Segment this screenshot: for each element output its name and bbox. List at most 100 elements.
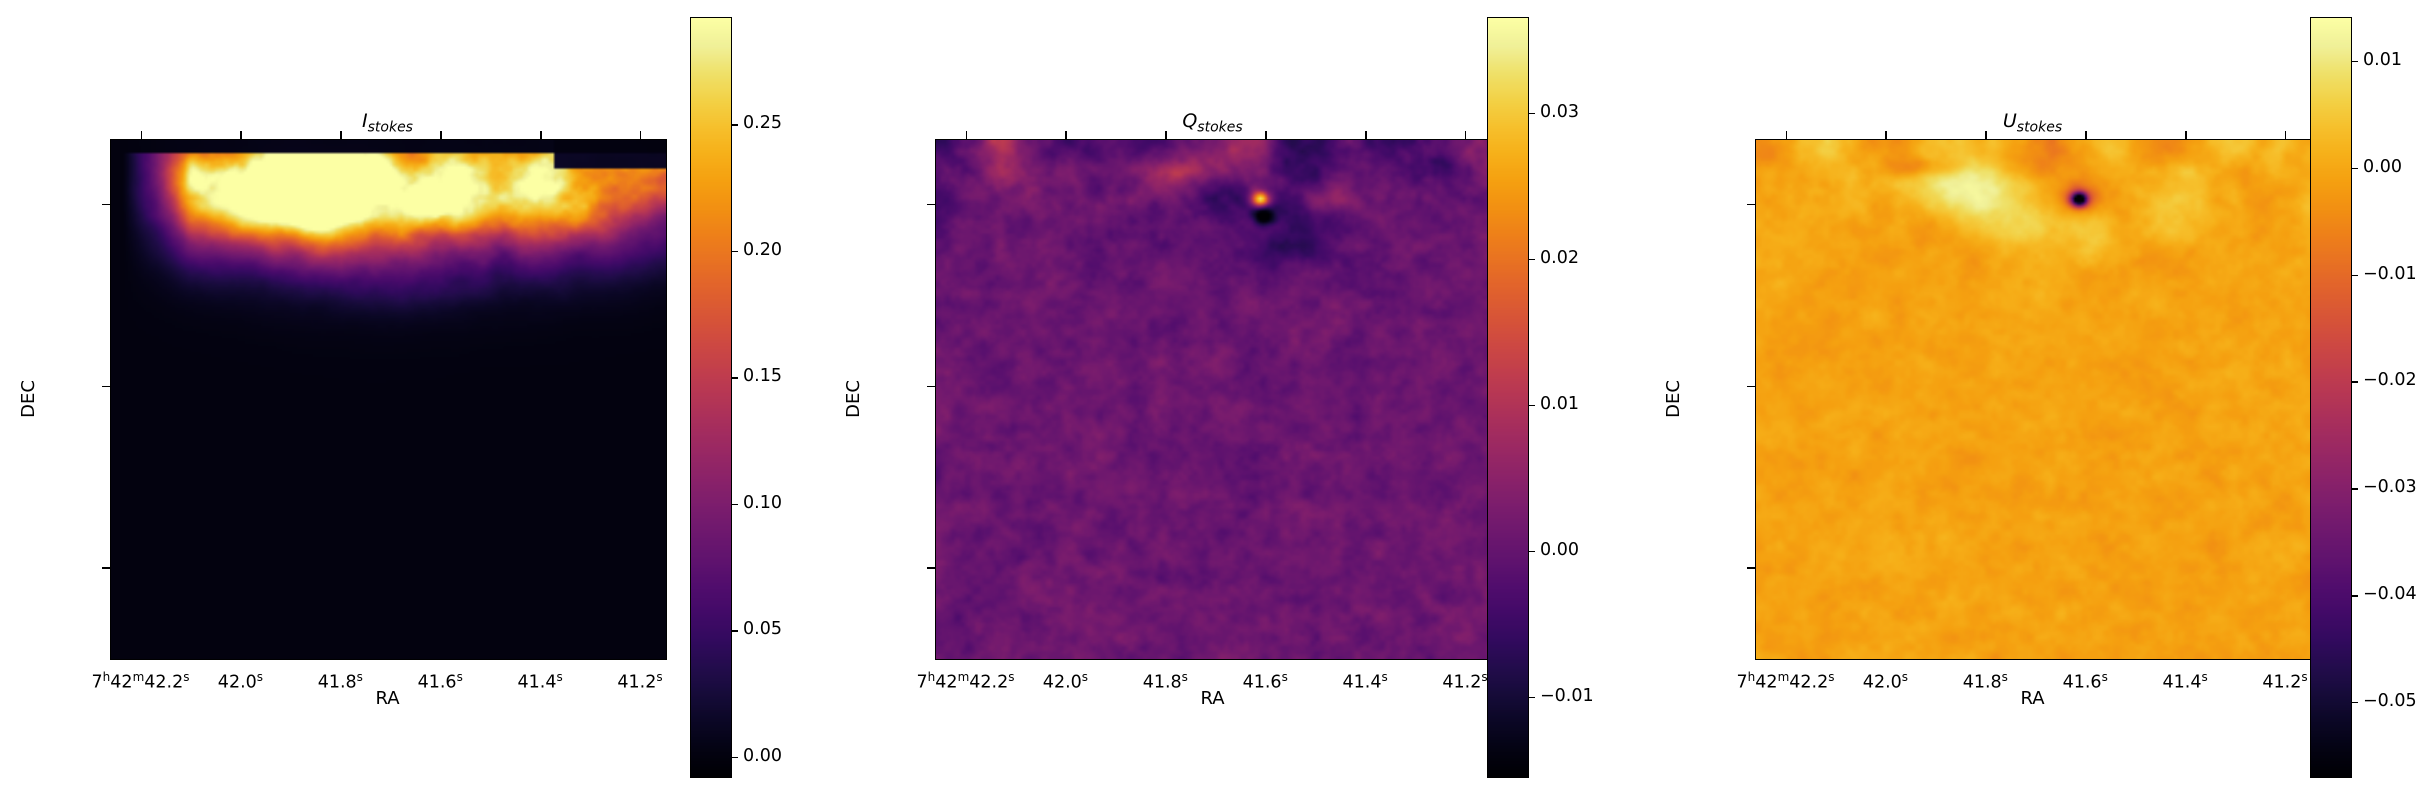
x-tick-label: 41.4s (1342, 670, 1388, 693)
x-tick (1465, 131, 1467, 139)
x-tick-label: 42.0s (1042, 670, 1089, 693)
panel-title-i: Istokes (362, 110, 413, 135)
y-tick (102, 385, 110, 387)
x-tick (1985, 131, 1987, 139)
x-tick (240, 131, 242, 139)
colorbar-tick (2351, 488, 2358, 490)
y-tick (927, 385, 935, 387)
colorbar-tick-label: 0.25 (743, 113, 782, 134)
x-tick (1265, 131, 1267, 139)
colorbar-tick (2351, 595, 2358, 597)
colorbar-tick (731, 377, 738, 379)
colorbar-tick (1528, 404, 1535, 407)
panel-title-symbol: Q (1182, 110, 1198, 132)
colorbar-tick-label: 0.20 (743, 239, 782, 260)
colorbar-tick-label: −0.04 (2363, 584, 2417, 605)
x-tick (2285, 131, 2287, 139)
colorbar-tick-label: −0.05 (2363, 691, 2417, 712)
y-tick (1747, 567, 1755, 569)
y-axis-label: DEC (1663, 379, 1684, 418)
colorbar-tick-label: −0.02 (2363, 370, 2417, 391)
colorbar-tick-label: 0.01 (2363, 49, 2402, 70)
x-tick-label: 41.6s (417, 670, 463, 693)
x-tick-label: 41.4s (2162, 670, 2208, 693)
stokes-q-image (936, 140, 1491, 659)
x-tick (340, 131, 342, 139)
x-axis-label: RA (375, 688, 400, 709)
image-axes-q (935, 139, 1492, 660)
x-tick-label: 41.8s (1962, 670, 2008, 693)
panel-title-symbol: U (2002, 110, 2017, 132)
colorbar-tick (2351, 381, 2358, 383)
colorbar-tick-label: −0.03 (2363, 477, 2417, 498)
x-tick-label: 42.0s (1862, 670, 1909, 693)
colorbar-q (1487, 17, 1535, 778)
x-tick (140, 131, 142, 139)
colorbar-gradient (2311, 18, 2351, 777)
colorbar-tick (1528, 696, 1535, 699)
x-tick (1165, 131, 1167, 139)
x-tick-label: 7h42m42.2s (1736, 670, 1835, 693)
stokes-u-image (1756, 140, 2311, 659)
y-tick (1747, 385, 1755, 387)
y-axis-label: DEC (18, 379, 39, 418)
colorbar-tick (2351, 702, 2358, 704)
y-axis-label: DEC (843, 379, 864, 418)
colorbar-i (690, 17, 738, 778)
x-tick (965, 131, 967, 139)
colorbar-gradient (1488, 18, 1528, 777)
x-tick (1785, 131, 1787, 139)
colorbar-tick (2351, 274, 2358, 276)
colorbar-tick-label: 0.00 (2363, 156, 2402, 177)
panel-title-u: Ustokes (2003, 110, 2062, 135)
panel-title-symbol: I (362, 110, 368, 132)
colorbar-tick (731, 630, 738, 632)
image-axes-i (110, 139, 667, 660)
colorbar-tick-label: 0.00 (743, 745, 782, 766)
y-tick (1747, 203, 1755, 206)
x-tick (540, 131, 542, 139)
colorbar-tick (1528, 258, 1535, 261)
colorbar-tick (1528, 550, 1535, 553)
x-axis-label: RA (2020, 688, 2045, 709)
colorbar-tick-label: 0.01 (1540, 393, 1579, 414)
x-axis-label: RA (1200, 688, 1225, 709)
colorbar-tick-label: 0.05 (743, 619, 782, 640)
colorbar-gradient (691, 18, 731, 777)
stokes-i-image (111, 140, 666, 659)
image-axes-u (1755, 139, 2312, 660)
panel-title-q: Qstokes (1182, 110, 1242, 135)
x-tick-label: 41.2s (2262, 670, 2308, 693)
panel-title-subscript: stokes (1197, 119, 1243, 136)
x-tick (640, 131, 642, 139)
colorbar-tick (731, 756, 738, 759)
x-tick (1365, 131, 1367, 139)
x-tick-label: 41.8s (317, 670, 363, 693)
x-tick (440, 131, 442, 139)
colorbar-tick (731, 124, 738, 126)
x-tick (2085, 131, 2087, 139)
x-tick (2185, 131, 2187, 139)
colorbar-tick (2351, 60, 2358, 63)
y-tick (927, 567, 935, 569)
y-tick (102, 567, 110, 569)
y-tick (927, 203, 935, 206)
y-tick (102, 203, 110, 206)
colorbar-tick (2351, 167, 2358, 169)
colorbar-tick-label: −0.01 (2363, 263, 2417, 284)
panel-title-subscript: stokes (367, 119, 413, 136)
colorbar-tick-label: 0.02 (1540, 247, 1579, 268)
colorbar-tick (731, 250, 738, 253)
colorbar-tick-label: −0.01 (1540, 685, 1594, 706)
colorbar-tick-label: 0.00 (1540, 539, 1579, 560)
colorbar-tick (731, 503, 738, 506)
colorbar-u (2310, 17, 2358, 778)
colorbar-tick (1528, 112, 1535, 115)
x-tick-label: 41.2s (617, 670, 663, 693)
x-tick-label: 42.0s (217, 670, 264, 693)
x-tick-label: 41.2s (1442, 670, 1488, 693)
x-tick-label: 7h42m42.2s (91, 670, 190, 693)
x-tick-label: 7h42m42.2s (916, 670, 1015, 693)
x-tick-label: 41.8s (1142, 670, 1188, 693)
